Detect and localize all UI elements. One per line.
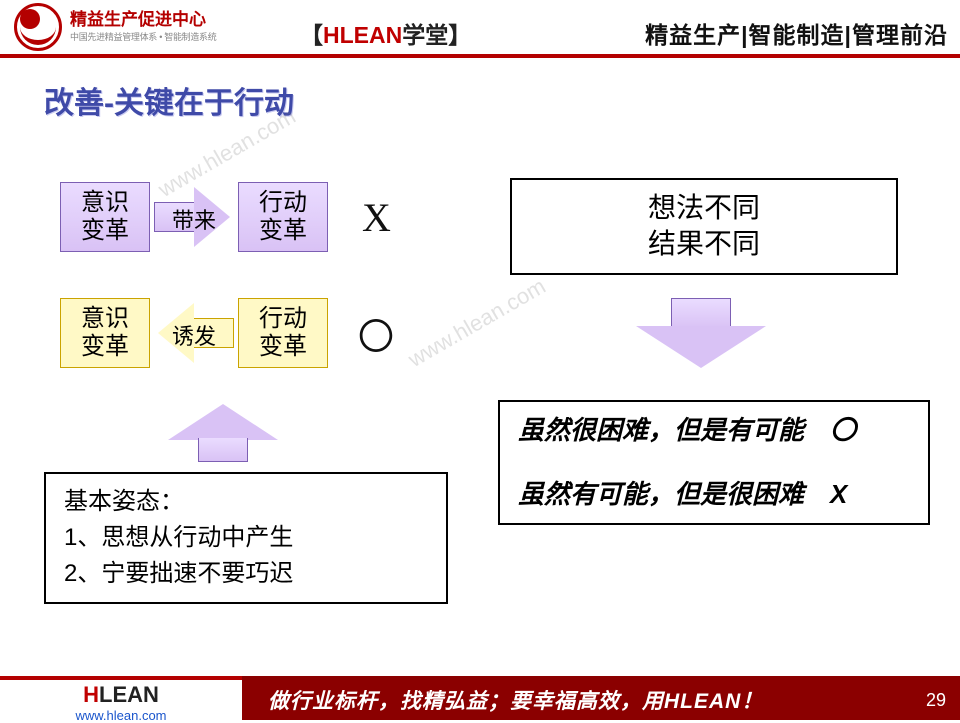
footer-logo-h: H [83, 682, 99, 707]
line1: 想法不同 [530, 190, 878, 226]
arrow-label-brings: 带来 [154, 203, 234, 235]
arrow-right-purple: 带来 [154, 187, 234, 247]
brand-word: 学堂 [402, 22, 448, 48]
bracket-left: 【 [300, 22, 323, 48]
header-right: 精益生产|智能制造|管理前沿 [645, 16, 948, 50]
box-awareness-reform-2: 意识变革 [60, 298, 150, 368]
mark-circle: 〇 [358, 308, 394, 360]
header: 精益生产促进中心 中国先进精益管理体系 • 智能制造系统 【HLEAN学堂】 精… [0, 0, 960, 58]
arrow-left-yellow: 诱发 [154, 303, 234, 363]
box-basic-stance: 基本姿态： 1、思想从行动中产生 2、宁要拙速不要巧迟 [44, 472, 448, 604]
arrow-down-icon [636, 298, 766, 370]
footer-slogan: 做行业标杆，找精弘益；要幸福高效，用HLEAN！ [268, 685, 763, 715]
brand-name: HLEAN [323, 22, 402, 48]
footer: HLEAN www.hlean.com 做行业标杆，找精弘益；要幸福高效，用HL… [0, 676, 960, 720]
bracket-right: 】 [448, 22, 471, 48]
logo-text-block: 精益生产促进中心 中国先进精益管理体系 • 智能制造系统 [70, 11, 216, 43]
box-awareness-reform-1: 意识变革 [60, 182, 150, 252]
arrow-label-induces: 诱发 [154, 319, 234, 351]
arrow-up-icon [168, 404, 278, 464]
page-number: 29 [926, 690, 946, 711]
line2: 结果不同 [530, 226, 878, 262]
mark-x: X [362, 194, 391, 241]
box-different-thinking: 想法不同 结果不同 [510, 178, 898, 275]
watermark: www.hlean.com [404, 273, 550, 373]
box-action-reform-2: 行动变革 [238, 298, 328, 368]
header-center: 【HLEAN学堂】 [300, 16, 471, 50]
footer-red-bar: 做行业标杆，找精弘益；要幸福高效，用HLEAN！ 29 [242, 676, 960, 720]
slide-title: 改善-关键在于行动 [44, 78, 294, 122]
footer-url: www.hlean.com [0, 708, 242, 723]
para2: 虽然有可能，但是很困难 X [518, 476, 910, 512]
logo-icon [14, 3, 62, 51]
para1: 虽然很困难，但是有可能 〇 [518, 412, 910, 448]
footer-logo-rest: LEAN [99, 682, 159, 707]
logo-subtitle: 中国先进精益管理体系 • 智能制造系统 [70, 30, 216, 43]
box-action-reform-1: 行动变革 [238, 182, 328, 252]
footer-logo-block: HLEAN www.hlean.com [0, 676, 242, 720]
logo-title: 精益生产促进中心 [70, 11, 216, 30]
box-possible-difficult: 虽然很困难，但是有可能 〇 虽然有可能，但是很困难 X [498, 400, 930, 525]
